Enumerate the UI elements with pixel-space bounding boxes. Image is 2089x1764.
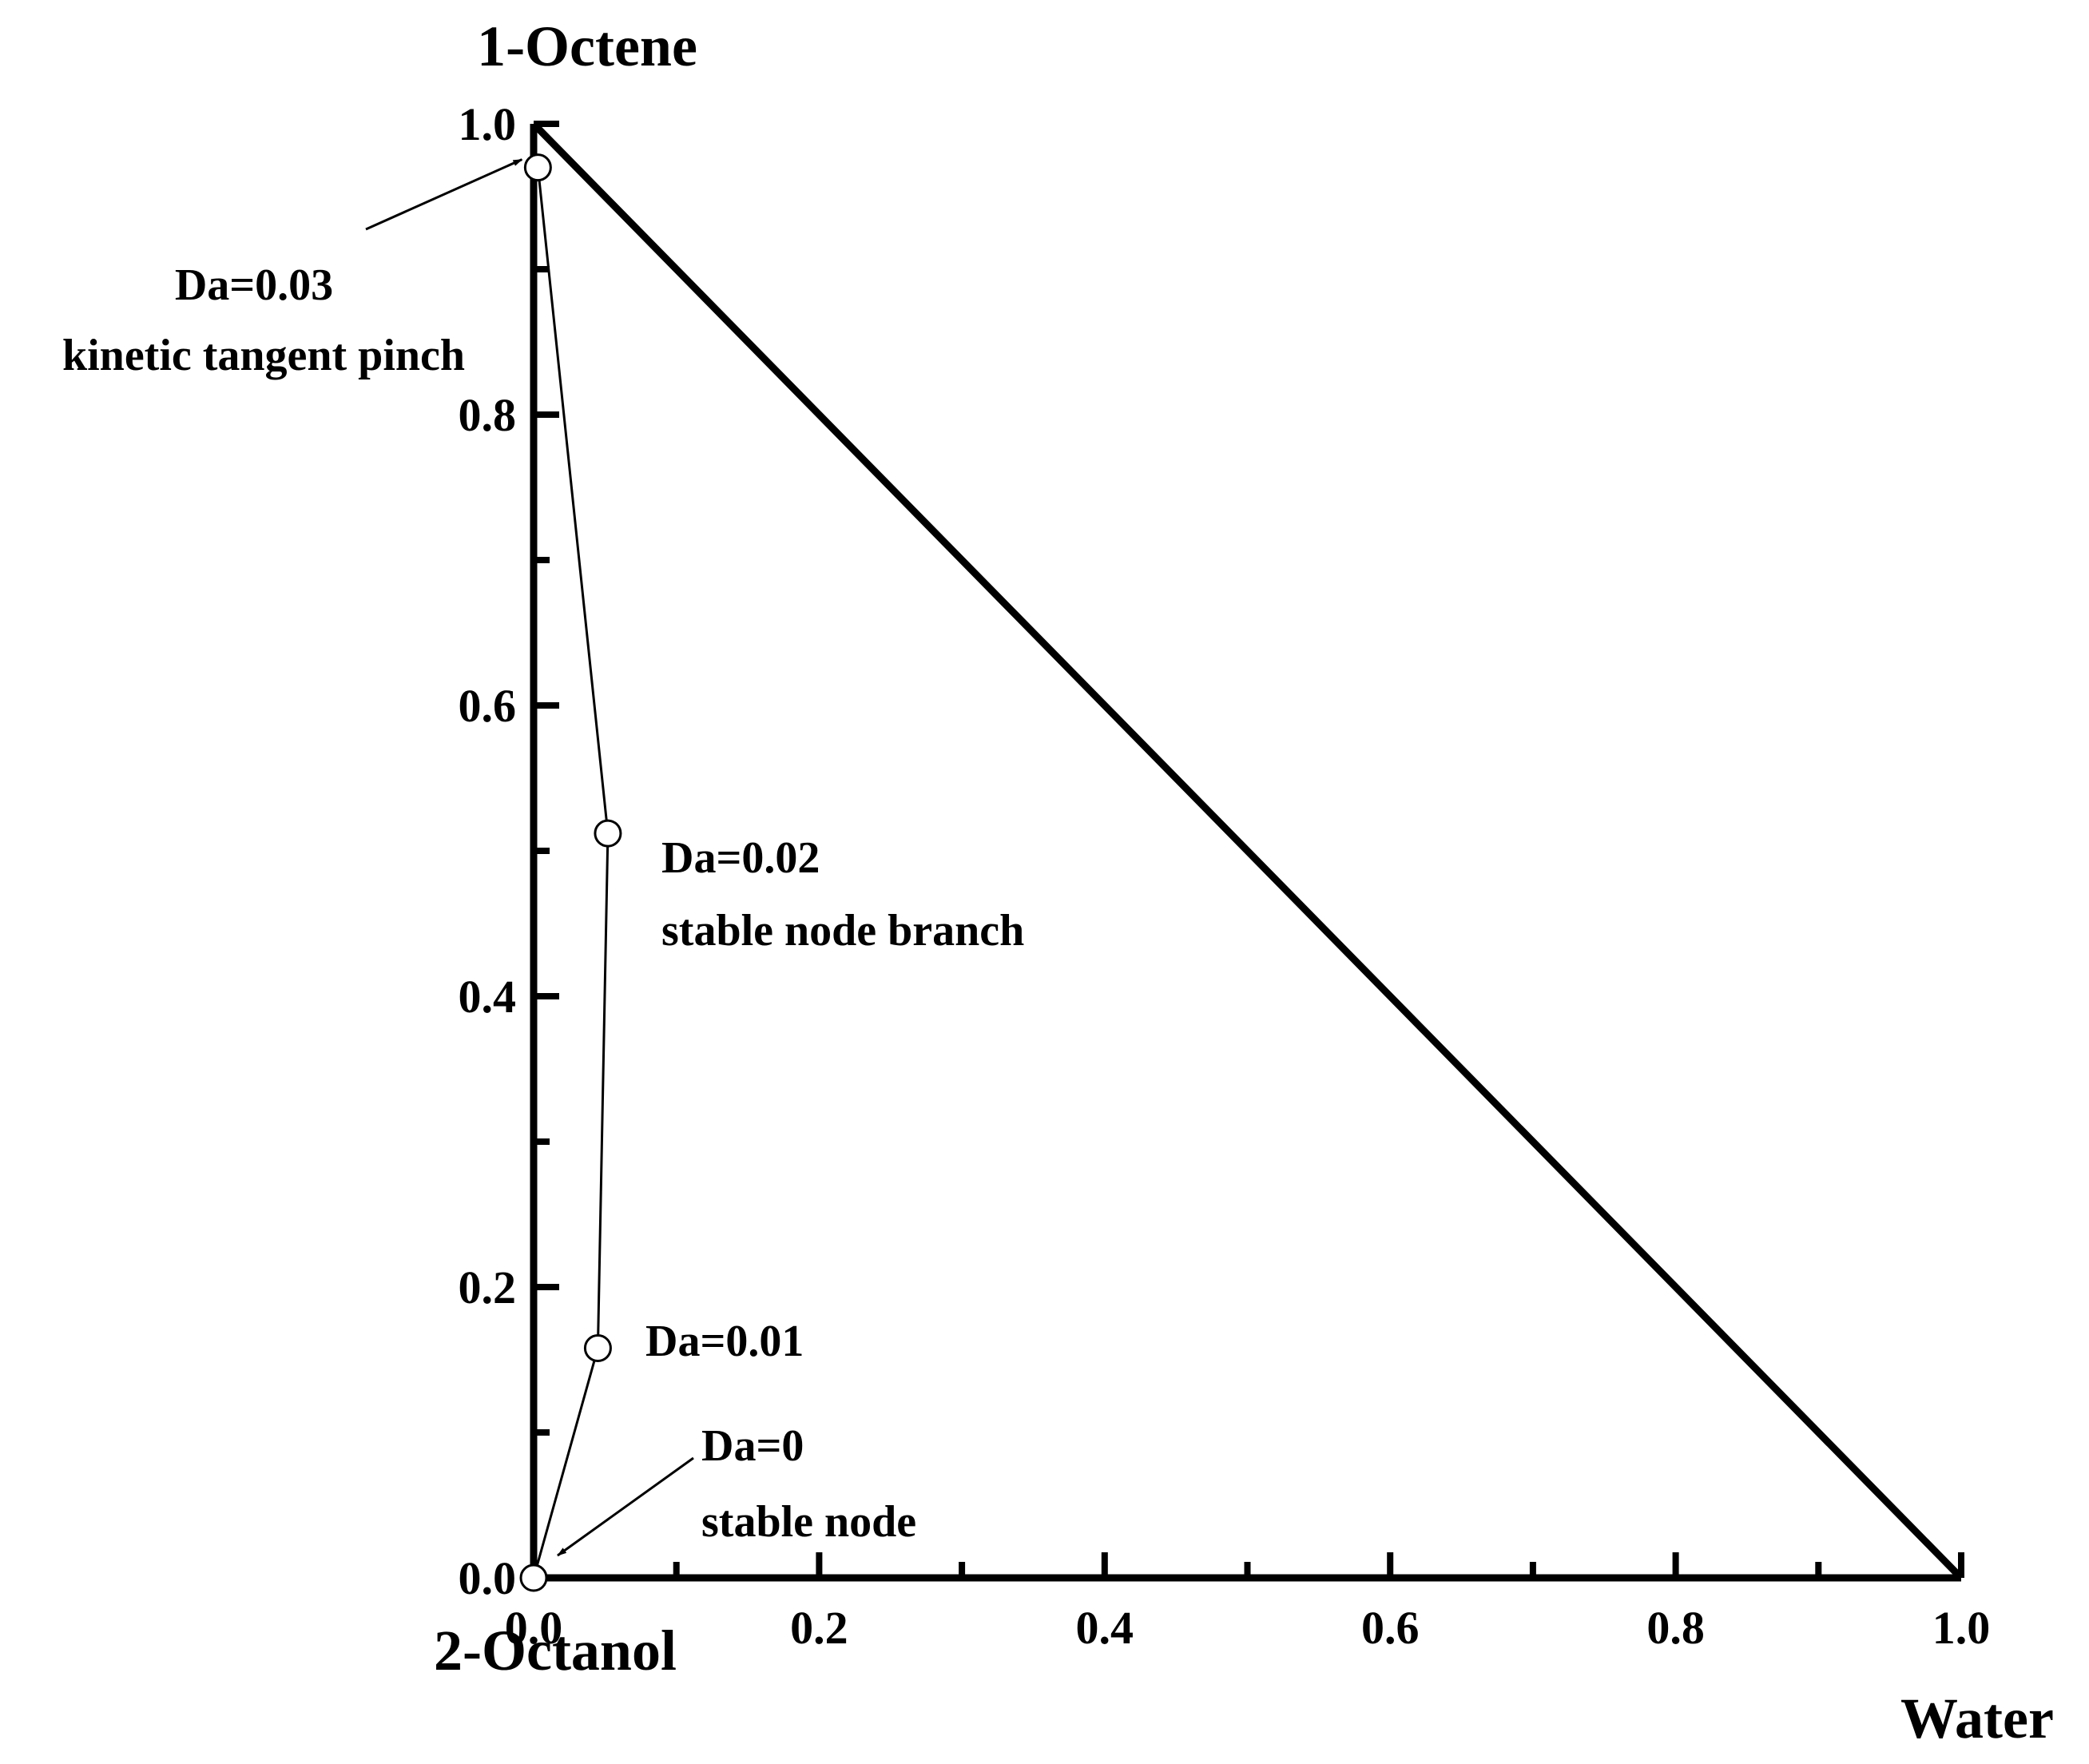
x-axis-tick-labels: 0.0 0.2 0.4 0.6 0.8 1.0 <box>505 1602 1991 1654</box>
corner-labels: 1-Octene 2-Octanol Water <box>434 14 2054 1750</box>
annotation-text: Da=0.03 <box>175 260 333 310</box>
x-tick-label: 0.2 <box>790 1602 848 1654</box>
y-axis-ticks <box>534 121 559 1581</box>
x-tick-label: 0.6 <box>1361 1602 1420 1654</box>
data-point <box>594 819 622 848</box>
x-tick-label: 1.0 <box>1932 1602 1991 1654</box>
hypotenuse-line <box>530 121 1964 1581</box>
x-tick-label: 0.8 <box>1646 1602 1705 1654</box>
y-tick-label: 0.2 <box>459 1261 517 1313</box>
x-tick-label: 0.0 <box>505 1602 563 1654</box>
annotation-text: stable node <box>701 1497 916 1547</box>
annotation-text: Da=0.01 <box>645 1317 804 1366</box>
y-tick-label: 0.0 <box>459 1552 517 1604</box>
annotation-text: Da=0.02 <box>661 833 820 883</box>
annotation-da-003: Da=0.03 kinetic tangent pinch <box>62 158 523 380</box>
y-tick-label: 0.6 <box>459 680 517 732</box>
annotation-arrow <box>557 1456 694 1557</box>
y-tick-label: 0.8 <box>459 389 517 441</box>
annotations: Da=0.03 kinetic tangent pinch Da=0.02 st… <box>62 158 1024 1557</box>
corner-label-top: 1-Octene <box>477 14 697 78</box>
y-tick-label: 0.4 <box>459 971 517 1023</box>
x-axis-ticks <box>530 1552 1964 1578</box>
data-point <box>519 1563 548 1592</box>
annotation-text: stable node branch <box>661 906 1024 956</box>
annotation-da-001: Da=0.01 <box>645 1317 804 1366</box>
series-bifurcation-path <box>519 153 622 1592</box>
y-axis-tick-labels: 0.0 0.2 0.4 0.6 0.8 1.0 <box>459 98 517 1604</box>
x-tick-label: 0.4 <box>1076 1602 1134 1654</box>
annotation-da-0: Da=0 stable node <box>557 1421 916 1557</box>
annotation-arrow <box>365 158 523 231</box>
data-point <box>523 153 552 182</box>
annotation-da-002: Da=0.02 stable node branch <box>661 833 1024 956</box>
y-tick-label: 1.0 <box>459 98 517 150</box>
corner-label-right: Water <box>1900 1687 2054 1750</box>
data-point <box>583 1333 612 1362</box>
annotation-text: Da=0 <box>701 1421 804 1471</box>
series-line <box>532 167 610 1579</box>
annotation-text: kinetic tangent pinch <box>62 331 465 380</box>
corner-label-origin: 2-Octanol <box>434 1619 677 1683</box>
